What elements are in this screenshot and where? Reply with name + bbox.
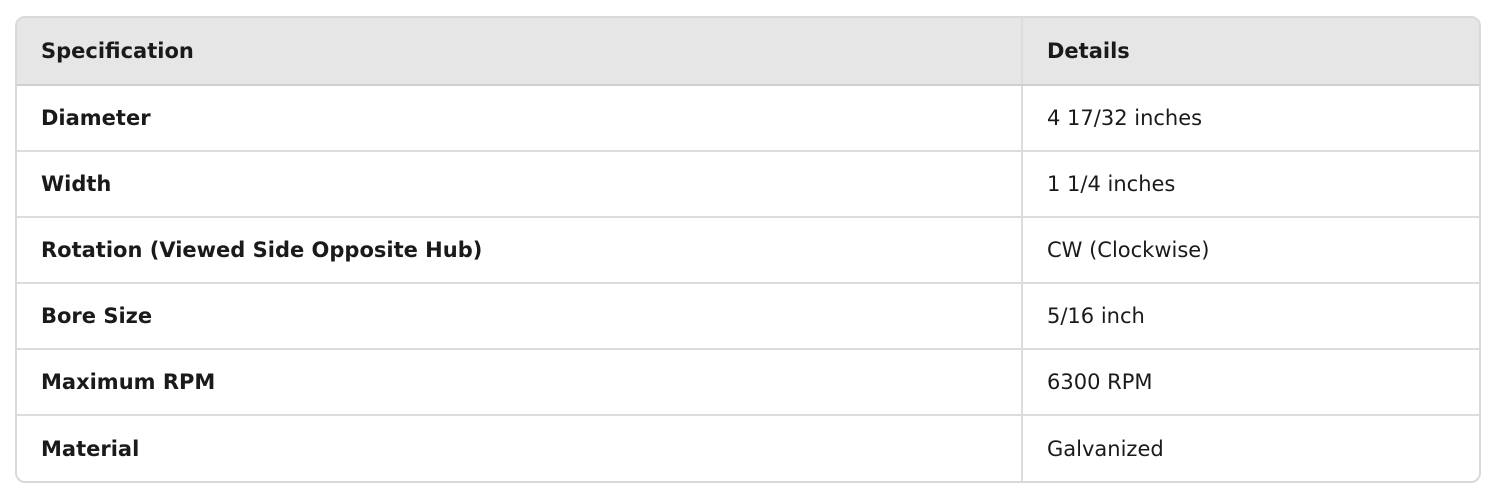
header-specification: Specification (17, 18, 1023, 86)
spec-value: 5/16 inch (1022, 283, 1479, 350)
spec-name: Width (17, 151, 1023, 218)
header-details: Details (1022, 18, 1479, 86)
table-row: Diameter 4 17/32 inches (17, 85, 1479, 152)
spec-table-container: Specification Details Diameter 4 17/32 i… (15, 16, 1481, 483)
spec-name: Bore Size (17, 283, 1023, 350)
table-row: Bore Size 5/16 inch (17, 283, 1479, 350)
table-row: Rotation (Viewed Side Opposite Hub) CW (… (17, 217, 1479, 284)
spec-name: Material (17, 415, 1023, 481)
table-row: Width 1 1/4 inches (17, 151, 1479, 218)
spec-name: Maximum RPM (17, 349, 1023, 416)
table-header-row: Specification Details (17, 18, 1479, 86)
spec-name: Diameter (17, 85, 1023, 152)
spec-value: Galvanized (1047, 436, 1164, 461)
table-row: Material Galvanized (17, 415, 1479, 481)
spec-value: 6300 RPM (1022, 349, 1479, 416)
table-row: Maximum RPM 6300 RPM (17, 349, 1479, 416)
spec-value: 4 17/32 inches (1022, 85, 1479, 152)
spec-value: 1 1/4 inches (1022, 151, 1479, 218)
spec-name: Rotation (Viewed Side Opposite Hub) (17, 217, 1023, 284)
spec-value: CW (Clockwise) (1022, 217, 1479, 284)
spec-table: Specification Details Diameter 4 17/32 i… (17, 18, 1479, 481)
